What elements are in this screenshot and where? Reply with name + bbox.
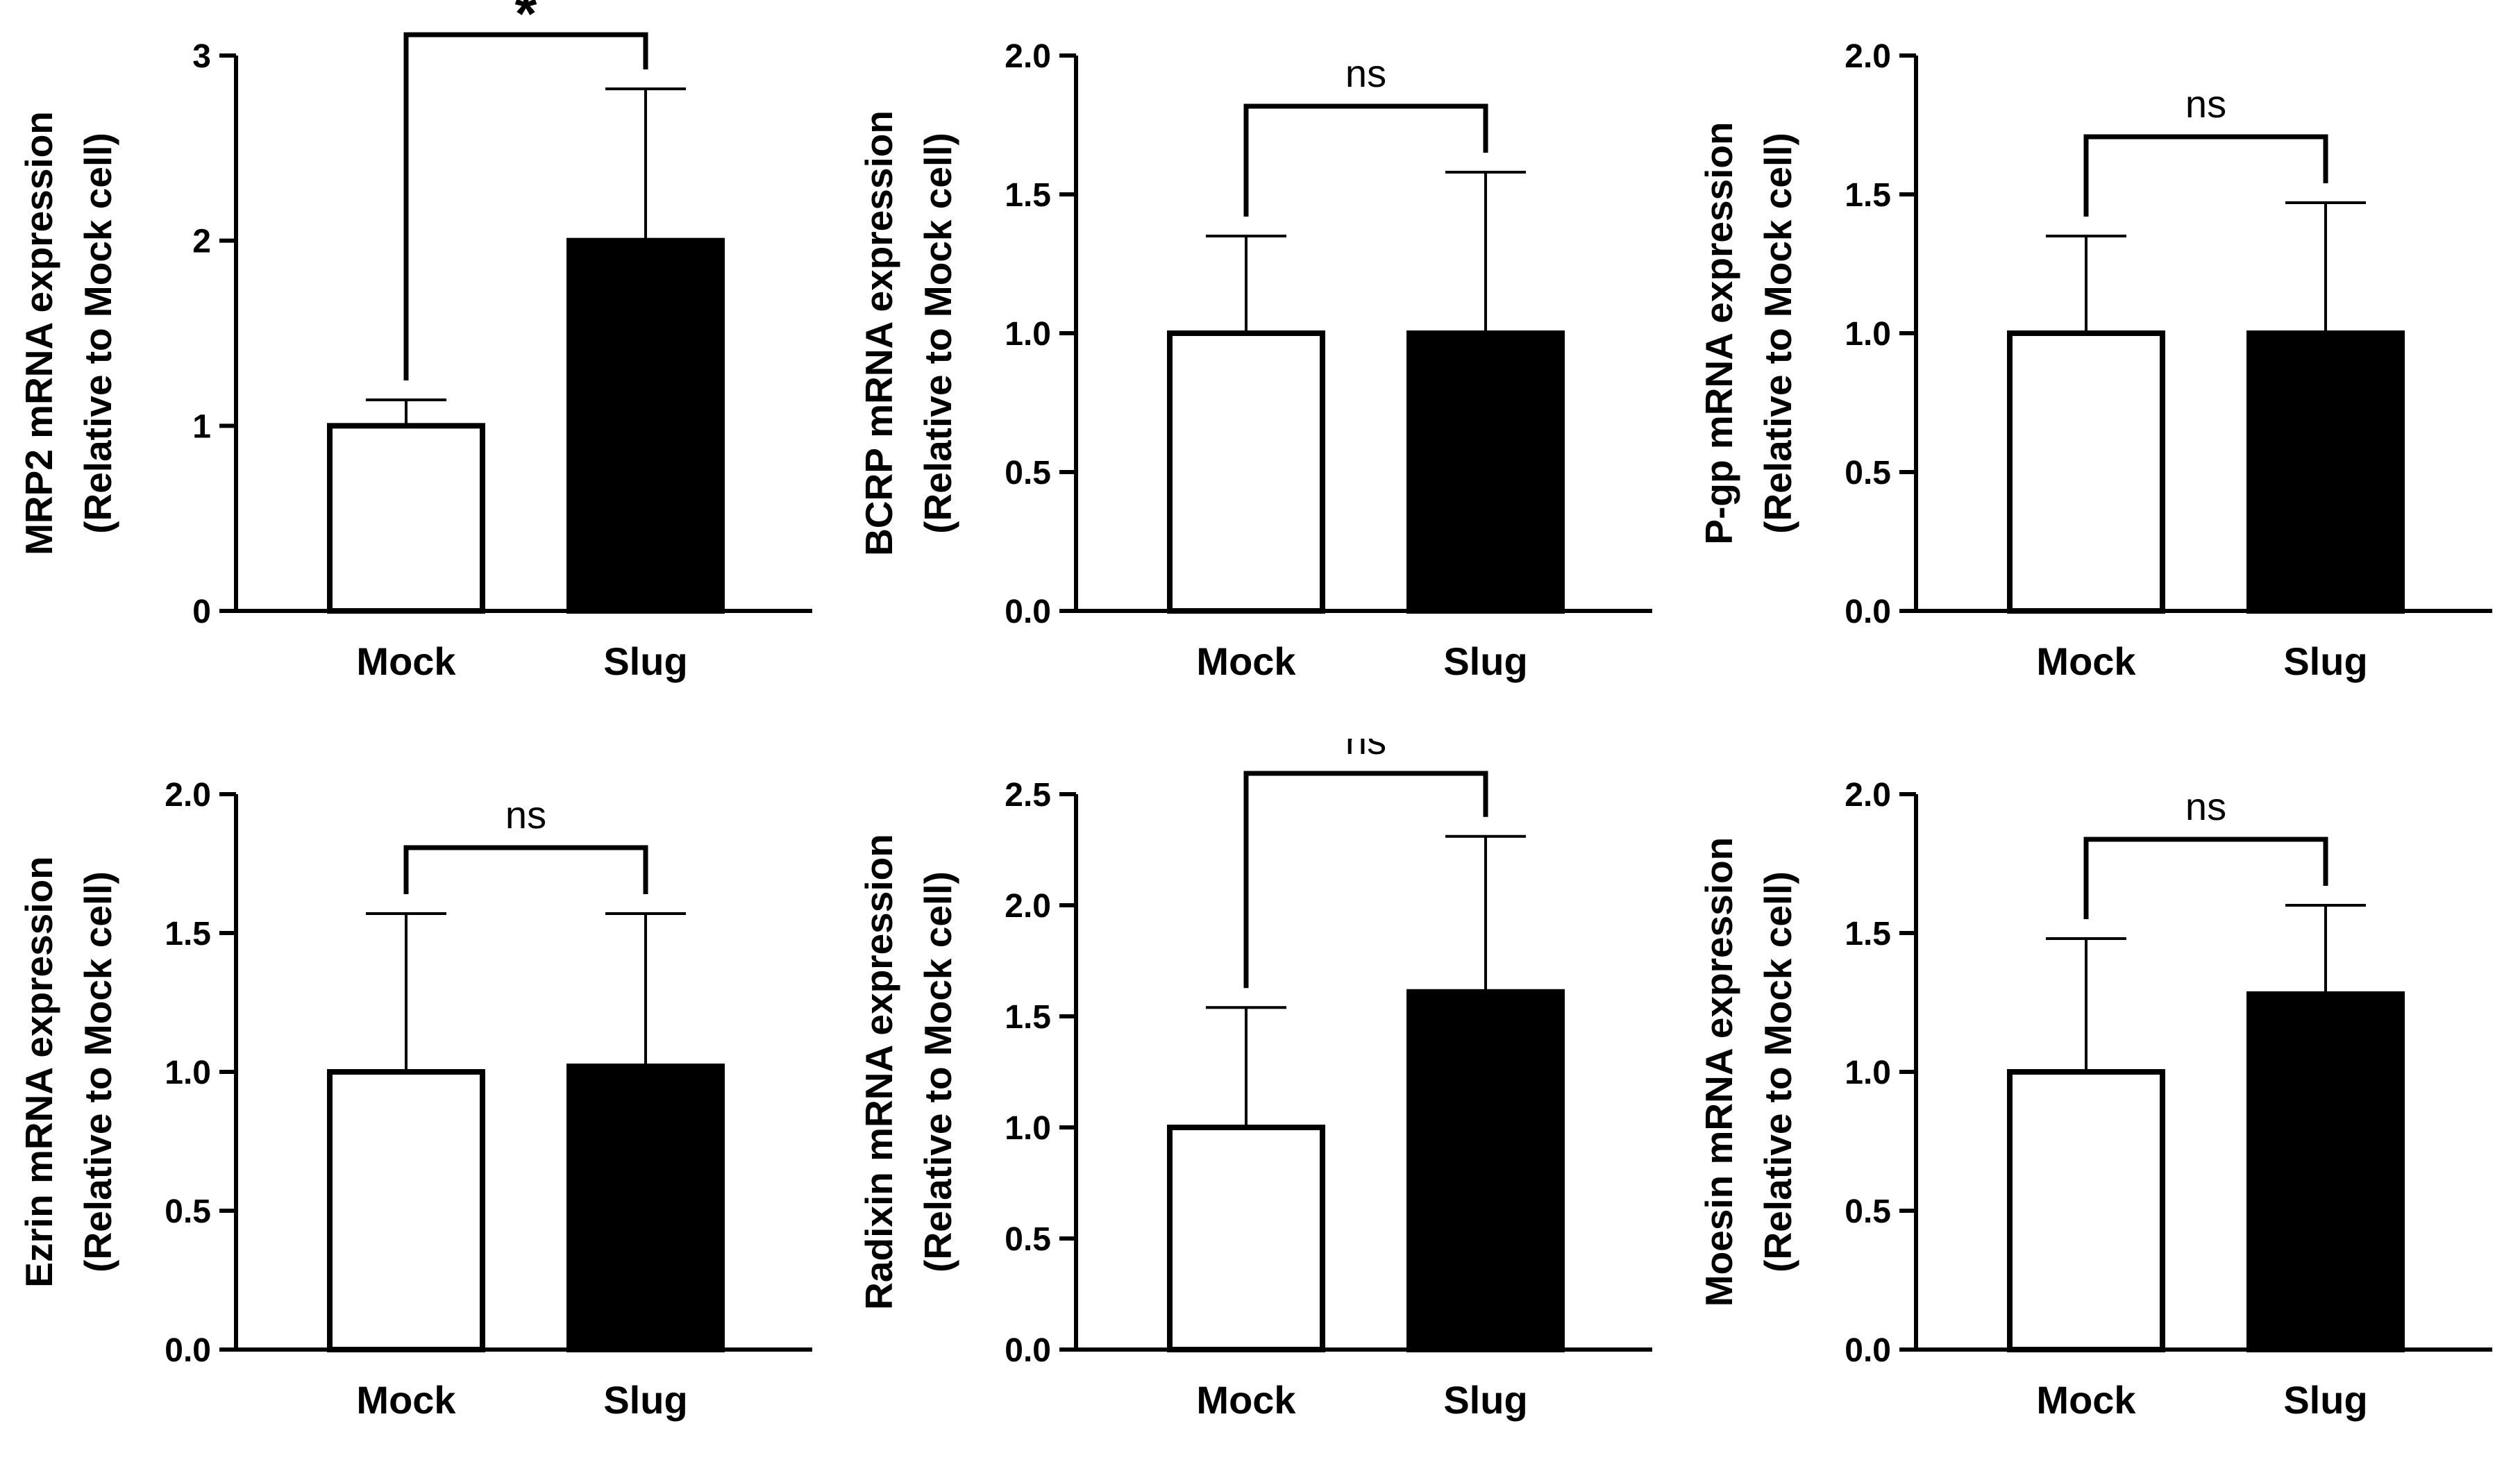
y-tick-label: 2.0 [1845,38,1891,75]
significance-label: ns [1345,51,1386,95]
bar-slug [1406,989,1565,1352]
bar-mock [2007,1069,2165,1352]
y-tick-label: 2 [192,224,211,260]
category-label: Mock [356,639,456,683]
category-label: Slug [2283,639,2367,683]
y-tick-label: 2.0 [1005,888,1051,925]
y-axis-label-line1: Ezrin mRNA expression [17,856,60,1287]
y-tick-label: 0.0 [1005,1332,1051,1369]
y-axis-label-line2: (Relative to Mock cell) [1756,871,1799,1273]
bar-mock [1167,330,1325,614]
significance-label: ns [505,793,546,837]
category-label: Mock [356,1378,456,1422]
chart-svg: 0.0 0.5 1.0 1.5 2.0 BCRP mRNA expression (Rela… [857,38,1652,683]
y-tick-label: 0 [192,594,211,630]
y-tick-label: 0.5 [165,1193,211,1230]
significance-bracket [1243,103,1488,217]
y-tick-label: 1.5 [1005,999,1051,1036]
chart-panel-4: 0.0 0.5 1.0 1.5 2.0 Ezrin mRNA expression (Rel… [0,739,840,1477]
y-tick-label: 0.5 [1845,1193,1891,1230]
chart-panel-5: 0.0 0.5 1.0 1.5 2.0 2.5 Radixin mRNA expressio… [840,739,1680,1477]
y-axis-label-line1: MRP2 mRNA expression [17,111,60,555]
significance-bracket [1243,771,1488,989]
significance-label: ns [2185,784,2226,828]
y-tick-label: 0.0 [165,1332,211,1369]
y-tick-label: 0.0 [1845,1332,1891,1369]
bar-mock [1167,1125,1325,1352]
y-axis-label-line2: (Relative to Mock cell) [76,133,119,534]
category-label: Mock [2036,639,2136,683]
y-tick-label: 0.5 [1005,455,1051,492]
y-axis-label-line1: BCRP mRNA expression [857,110,900,556]
category-label: Mock [1196,1378,1296,1422]
y-tick-label: 1.0 [165,1055,211,1091]
y-tick-label: 1.5 [1845,916,1891,952]
bar-slug [1406,330,1565,614]
category-label: Mock [1196,639,1296,683]
category-label: Slug [603,1378,687,1422]
category-label: Mock [2036,1378,2136,1422]
y-tick-label: 2.5 [1005,777,1051,814]
category-label: Slug [1443,639,1527,683]
y-tick-label: 1 [192,408,211,445]
significance-label: ns [1345,739,1386,762]
y-tick-label: 1.0 [1005,316,1051,353]
bar-slug [2246,330,2405,614]
significance-bracket [403,32,648,380]
chart-panel-6: 0.0 0.5 1.0 1.5 2.0 Moesin mRNA expression (Re… [1680,739,2520,1477]
chart-panel-1: 0 1 2 3 MRP2 mRNA expression (Relative to Moc… [0,0,840,739]
y-axis-label-line1: Moesin mRNA expression [1697,837,1740,1307]
significance-bracket [2083,134,2328,217]
y-axis-label-line1: P-gp mRNA expression [1697,121,1740,544]
y-tick-label: 1.5 [1005,177,1051,214]
chart-svg: 0.0 0.5 1.0 1.5 2.0 P-gp mRNA expression (Rela… [1697,38,2492,683]
y-axis-label-line1: Radixin mRNA expression [857,834,900,1310]
chart-svg: 0.0 0.5 1.0 1.5 2.0 Moesin mRNA expression (Re… [1697,777,2492,1422]
y-tick-label: 0.0 [1845,594,1891,630]
y-tick-label: 2.0 [1845,777,1891,814]
y-tick-label: 2.0 [1005,38,1051,75]
category-label: Slug [1443,1378,1527,1422]
significance-label: ns [2185,82,2226,126]
y-axis-label-line2: (Relative to Mock cell) [76,871,119,1273]
bar-slug [2246,991,2405,1352]
bar-mock [327,423,485,614]
y-tick-label: 3 [192,38,211,75]
y-tick-label: 1.5 [165,916,211,952]
category-label: Slug [2283,1378,2367,1422]
y-tick-label: 0.0 [1005,594,1051,630]
y-tick-label: 1.5 [1845,177,1891,214]
y-axis-label-line2: (Relative to Mock cell) [916,133,959,534]
y-axis-label-line2: (Relative to Mock cell) [916,871,959,1273]
bar-slug [566,1064,725,1352]
y-tick-label: 2.0 [165,777,211,814]
chart-panel-3: 0.0 0.5 1.0 1.5 2.0 P-gp mRNA expression (Rela… [1680,0,2520,739]
y-tick-label: 1.0 [1005,1110,1051,1147]
y-tick-label: 0.5 [1005,1221,1051,1258]
chart-svg: 0.0 0.5 1.0 1.5 2.0 Ezrin mRNA expression (Rel… [17,777,812,1422]
significance-bracket [2083,837,2328,919]
y-tick-label: 1.0 [1845,316,1891,353]
bar-mock [327,1069,485,1352]
significance-label: * [515,0,537,46]
chart-svg: 0.0 0.5 1.0 1.5 2.0 2.5 Radixin mRNA expressio… [857,739,1652,1422]
bar-slug [566,237,725,614]
y-tick-label: 1.0 [1845,1055,1891,1091]
chart-panel-2: 0.0 0.5 1.0 1.5 2.0 BCRP mRNA expression (Rela… [840,0,1680,739]
bar-mock [2007,330,2165,614]
y-tick-label: 0.5 [1845,455,1891,492]
y-axis-label-line2: (Relative to Mock cell) [1756,133,1799,534]
chart-svg: 0 1 2 3 MRP2 mRNA expression (Relative to Moc… [17,0,812,683]
category-label: Slug [603,639,687,683]
significance-bracket [403,845,648,894]
